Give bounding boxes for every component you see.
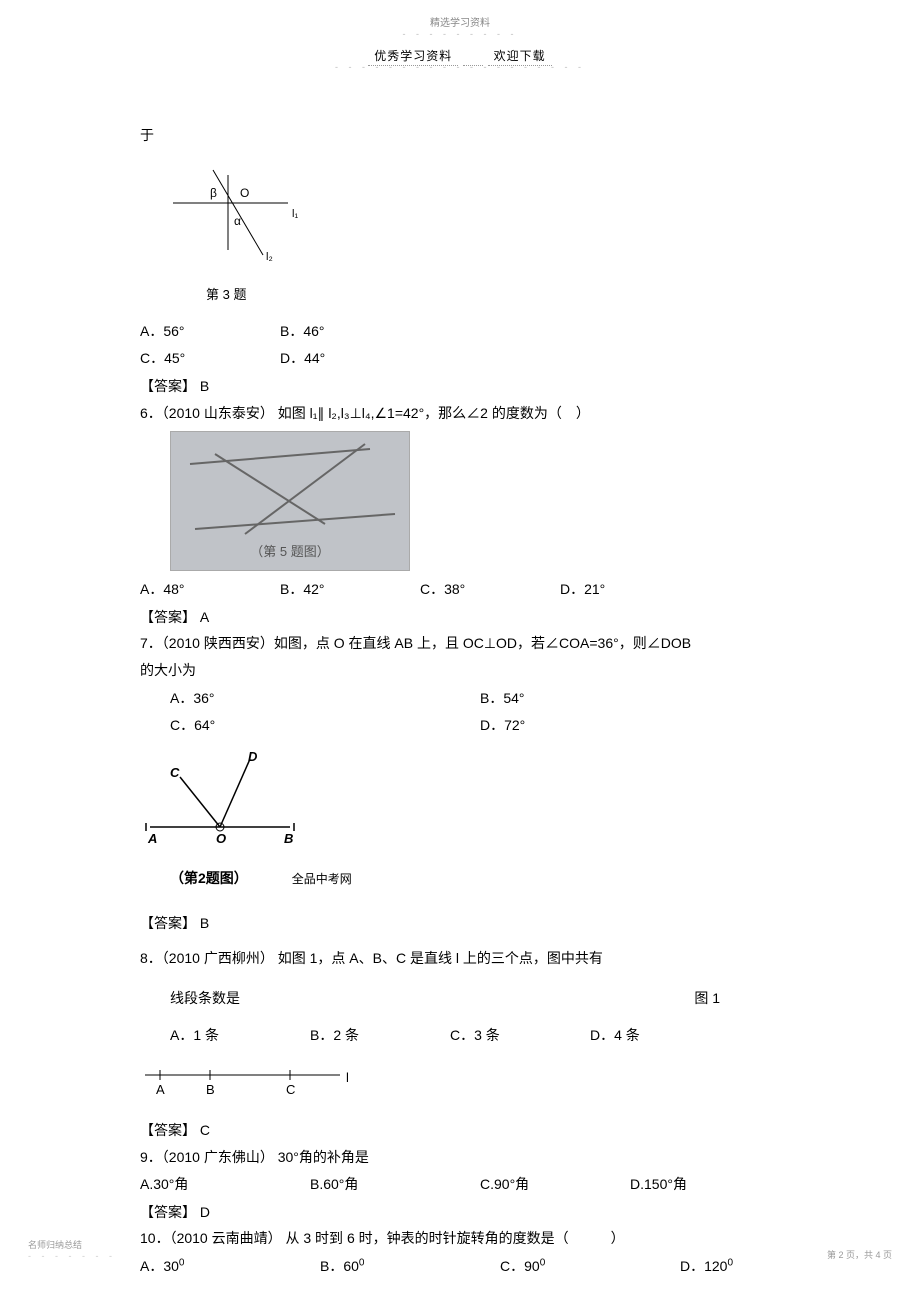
sub-header: 优秀学习资料 欢迎下载 - - - - - - - - - - - - - - … <box>0 39 920 72</box>
q7-row2: C．64° D．72° <box>140 712 780 739</box>
q6-figure-svg <box>170 424 410 564</box>
q9-optB: B.60°角 <box>310 1171 480 1198</box>
top-header: 精选学习资料 - - - - - - - - - <box>0 0 920 39</box>
footer-left: 名师归纳总结 - - - - - - - <box>28 1238 116 1261</box>
svg-text:D: D <box>248 749 258 764</box>
svg-text:A: A <box>156 1082 165 1097</box>
q7-optA: A．36° <box>170 685 480 712</box>
svg-text:l: l <box>346 1070 349 1085</box>
q5-answer: 【答案】 B <box>140 373 780 400</box>
q8-options: A．1 条 B．2 条 C．3 条 D．4 条 <box>140 1022 780 1049</box>
q7-row1: A．36° B．54° <box>140 685 780 712</box>
q9-options: A.30°角 B.60°角 C.90°角 D.150°角 <box>140 1171 780 1198</box>
q5-optD: D．44° <box>280 345 420 372</box>
q6-optA: A．48° <box>140 576 280 603</box>
q8-optC: C．3 条 <box>450 1022 590 1049</box>
q3-svg: β α O l₁ l₂ <box>168 155 318 275</box>
q10-options: A．300 B．600 C．900 D．1200 <box>140 1253 780 1280</box>
q7-figcaption: （第2题图） <box>170 870 248 886</box>
q7-figsub: 全品中考网 <box>292 872 352 886</box>
q7-svg: A O B C D <box>140 747 300 857</box>
top-header-text: 精选学习资料 <box>430 18 490 29</box>
q7-stem1: 7．（2010 陕西西安）如图，点 O 在直线 AB 上，且 OC⊥OD，若∠C… <box>140 630 780 657</box>
svg-text:B: B <box>284 831 293 846</box>
q5-optA: A．56° <box>140 318 280 345</box>
q7-figure: A O B C D （第2题图） 全品中考网 <box>140 747 780 892</box>
q8-optB: B．2 条 <box>310 1022 450 1049</box>
q3-l1: l₁ <box>292 208 298 220</box>
q3-l2: l₂ <box>266 251 273 263</box>
q3-beta: β <box>210 186 217 200</box>
svg-text:C: C <box>286 1082 295 1097</box>
q5-optB: B．46° <box>280 318 420 345</box>
q8-stem: 8．（2010 广西柳州） 如图 1，点 A、B、C 是直线 l 上的三个点，图… <box>140 945 780 972</box>
q8-stem2: 线段条数是 <box>140 990 240 1006</box>
q9-optA: A.30°角 <box>140 1171 310 1198</box>
q8-answer: 【答案】 C <box>140 1117 780 1144</box>
q6-answer: 【答案】 A <box>140 604 780 631</box>
q9-optD: D.150°角 <box>630 1171 687 1198</box>
q8-optD: D．4 条 <box>590 1022 730 1049</box>
svg-text:O: O <box>216 831 226 846</box>
q5-row2: C．45° D．44° <box>140 345 780 372</box>
svg-text:C: C <box>170 765 180 780</box>
q7-optC: C．64° <box>170 712 480 739</box>
q3-O: O <box>240 186 249 200</box>
q8-svg: A B C l <box>140 1060 360 1100</box>
q10-optC: C．900 <box>500 1253 680 1280</box>
q9-stem: 9．（2010 广东佛山） 30°角的补角是 <box>140 1144 780 1171</box>
q9-optC: C.90°角 <box>480 1171 630 1198</box>
q8-figure: A B C l <box>140 1060 780 1109</box>
q8-optA: A．1 条 <box>170 1022 310 1049</box>
q10-optB: B．600 <box>320 1253 500 1280</box>
q7-answer: 【答案】 B <box>140 910 780 937</box>
q6-options: A．48° B．42° C．38° D．21° <box>140 576 780 603</box>
q6-optD: D．21° <box>560 576 700 603</box>
q3-yu: 于 <box>140 122 780 149</box>
svg-text:A: A <box>147 831 157 846</box>
q3-alpha: α <box>234 214 241 228</box>
svg-text:B: B <box>206 1082 215 1097</box>
q10-optD: D．1200 <box>680 1253 733 1280</box>
footer-right: 第 2 页，共 4 页 <box>827 1248 892 1261</box>
q5-optC: C．45° <box>140 345 280 372</box>
q10-stem: 10．（2010 云南曲靖） 从 3 时到 6 时，钟表的时针旋转角的度数是（ … <box>140 1225 780 1252</box>
q6-figure: （第 5 题图） <box>170 431 410 571</box>
q10-optA: A．300 <box>140 1253 320 1280</box>
q9-answer: 【答案】 D <box>140 1199 780 1226</box>
main-content: 于 β α O l₁ l₂ 第 3 题 A．56° B．46° C．45° D．… <box>0 72 920 1280</box>
q3-figure: β α O l₁ l₂ 第 3 题 <box>168 155 780 308</box>
q6-stem: 6．（2010 山东泰安） 如图 l₁∥ l₂,l₃⊥l₄,∠1=42°，那么∠… <box>140 400 780 427</box>
q3-caption: 第 3 题 <box>206 283 780 308</box>
q6-optB: B．42° <box>280 576 420 603</box>
q7-optD: D．72° <box>480 712 790 739</box>
q6-optC: C．38° <box>420 576 560 603</box>
q5-row1: A．56° B．46° <box>140 318 780 345</box>
q8-figlabel: 图 1 <box>694 985 720 1012</box>
q7-optB: B．54° <box>480 685 790 712</box>
q7-stem2: 的大小为 <box>140 657 780 684</box>
